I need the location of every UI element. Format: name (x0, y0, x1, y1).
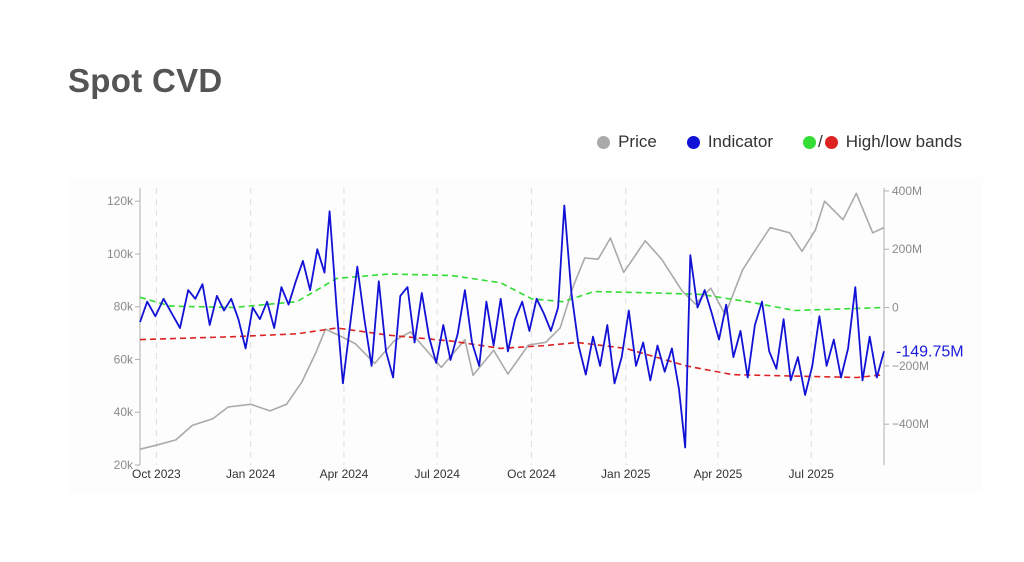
y-left-tick-label: 80k (114, 300, 134, 314)
y-left-tick-label: 20k (114, 458, 134, 472)
legend-price-label: Price (618, 132, 657, 151)
x-tick-label: Apr 2024 (320, 467, 369, 481)
chart-panel (68, 178, 982, 493)
y-right-tick-label: 0 (892, 301, 899, 315)
indicator-line (139, 204, 885, 449)
y-left-tick-label: 60k (114, 352, 134, 366)
x-tick-label: Apr 2025 (694, 467, 743, 481)
y-right-tick-label: 400M (892, 184, 922, 198)
y-right-tick-label: −200M (892, 359, 929, 373)
y-left-tick-label: 100k (107, 247, 134, 261)
y-right-tick-label: −400M (892, 417, 929, 431)
legend-item-bands[interactable]: / High/low bands (803, 132, 962, 152)
y-left-tick-label: 40k (114, 405, 134, 419)
y-right-tick-label: 200M (892, 242, 922, 256)
y-left-tick-label: 120k (107, 194, 134, 208)
x-tick-label: Jan 2024 (226, 467, 276, 481)
legend-item-indicator[interactable]: Indicator (686, 132, 774, 152)
x-tick-label: Jul 2024 (415, 467, 461, 481)
x-tick-label: Oct 2024 (507, 467, 556, 481)
x-tick-label: Jul 2025 (789, 467, 835, 481)
x-tick-label: Jan 2025 (601, 467, 651, 481)
legend-high-dot-icon (803, 135, 817, 149)
legend-low-dot-icon (824, 135, 838, 149)
low-band-line (139, 327, 885, 379)
legend-indicator-dot-icon (686, 135, 700, 149)
chart-legend: Price Indicator / High/low bands (567, 132, 962, 152)
legend-indicator-label: Indicator (707, 132, 774, 151)
page-title: Spot CVD (68, 62, 223, 99)
legend-price-dot-icon (597, 135, 611, 149)
legend-item-price[interactable]: Price (597, 132, 657, 152)
legend-bands-label: High/low bands (845, 132, 962, 151)
legend-separator: / (818, 132, 823, 151)
price-line (139, 192, 885, 450)
x-tick-label: Oct 2023 (132, 467, 181, 481)
indicator-last-value-label: -149.75M (896, 343, 964, 360)
